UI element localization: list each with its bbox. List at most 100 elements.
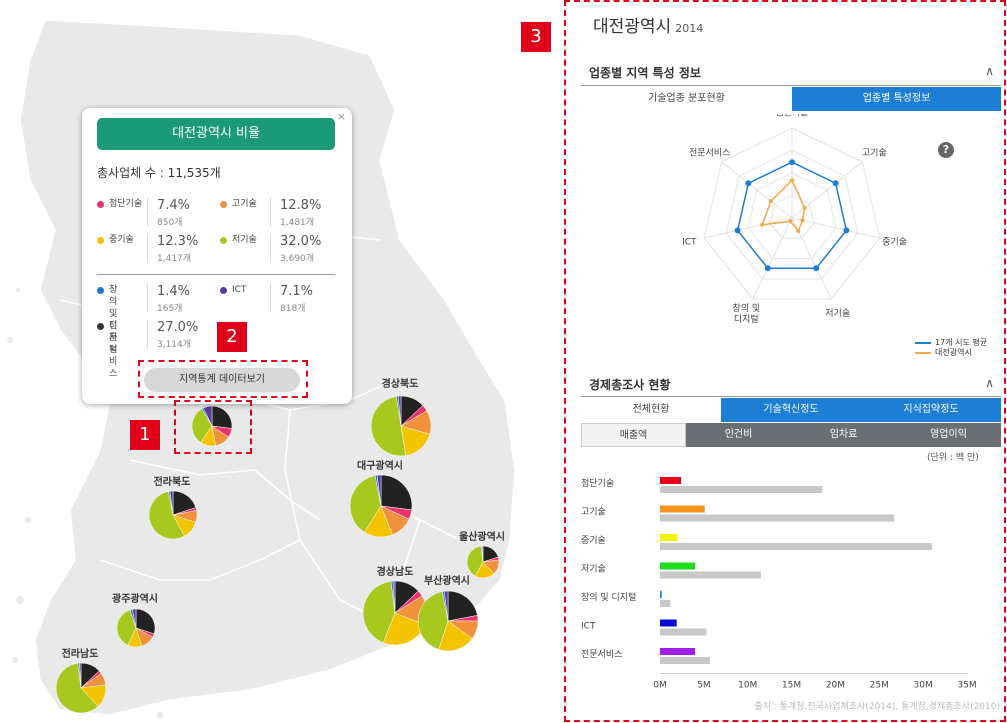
- annotation-badge-1: 1: [130, 420, 160, 450]
- radar-point[interactable]: [813, 265, 820, 272]
- radar-axis-label: 창의 및 디지털: [732, 302, 760, 325]
- advanced-tech-dot-icon: [97, 201, 104, 208]
- bar-city[interactable]: [660, 534, 678, 541]
- tab-industry-features[interactable]: 업종별 특성정보: [792, 87, 1001, 111]
- radar-point[interactable]: [745, 180, 752, 187]
- tab-overall[interactable]: 전체현황: [581, 398, 721, 422]
- pie-slice: [116, 609, 137, 646]
- radar-point[interactable]: [788, 219, 793, 224]
- region-pie-jeonbuk[interactable]: [148, 490, 198, 544]
- pie-slice: [392, 580, 396, 614]
- region-pie-daegu[interactable]: [349, 474, 413, 542]
- bar-city[interactable]: [660, 619, 677, 627]
- bar-category-label: ICT: [581, 622, 596, 632]
- bar-average[interactable]: [660, 571, 761, 579]
- bar-city[interactable]: [660, 648, 696, 655]
- stat-count: 3,114개: [157, 340, 192, 350]
- panel-year: 2014: [675, 22, 704, 35]
- radar-point[interactable]: [843, 227, 850, 234]
- panel-region-name: 대전광역시: [593, 17, 672, 37]
- stat-separator: [270, 284, 271, 312]
- tab-tech-distribution[interactable]: 기술업종 분포현황: [581, 87, 792, 111]
- bar-average[interactable]: [660, 657, 710, 664]
- region-label-gwangju: 광주광역시: [112, 594, 158, 605]
- bar-average[interactable]: [660, 628, 707, 636]
- pie-svg: [466, 545, 500, 579]
- radar-axis: [721, 161, 793, 219]
- stat-label: 전문 서비스: [109, 321, 118, 379]
- subtab-labor-cost[interactable]: 인건비: [686, 423, 791, 447]
- region-pie-gwangju[interactable]: [116, 608, 156, 652]
- legend-city: 대전광역시: [915, 347, 972, 358]
- bar-city[interactable]: [660, 477, 682, 484]
- region-pie-gyeongnam[interactable]: [362, 580, 428, 650]
- pie-slice: [79, 662, 82, 689]
- pie-svg: [191, 405, 233, 447]
- region-ratio-popup: × 대전광역시 비율 총사업체 수 : 11,535개 첨단기술 7.4% 85…: [82, 108, 352, 404]
- help-icon[interactable]: ?: [938, 142, 954, 158]
- region-pie-daejeon[interactable]: [191, 405, 233, 451]
- chevron-up-icon[interactable]: ∧: [985, 64, 994, 78]
- subtab-rent[interactable]: 임차료: [791, 423, 896, 447]
- radar-axis: [791, 161, 863, 219]
- popup-divider: [97, 274, 335, 275]
- close-icon[interactable]: ×: [336, 110, 346, 123]
- stat-separator: [270, 198, 271, 226]
- region-label-gyeongnam: 경상남도: [376, 567, 414, 578]
- bar-category-label: 첨단기술: [581, 478, 614, 489]
- region-pie-gyeongbuk[interactable]: [370, 395, 432, 461]
- radar-series-line: [736, 161, 848, 270]
- region-data-button[interactable]: 지역통계 데이터보기: [144, 368, 300, 392]
- stat-separator: [147, 234, 148, 262]
- stat-label: 중기술: [109, 235, 134, 245]
- bar-city[interactable]: [660, 505, 705, 513]
- region-pie-jeonnam[interactable]: [55, 662, 107, 718]
- tab-knowledge-intensity[interactable]: 지식집약정도: [861, 398, 1001, 422]
- radar-point[interactable]: [760, 222, 765, 227]
- radar-point[interactable]: [802, 205, 807, 210]
- region-pie-busan[interactable]: [417, 590, 479, 656]
- bar-category-label: 전문서비스: [581, 649, 622, 660]
- radar-point[interactable]: [790, 178, 794, 183]
- source-note: 출처 : 통계청,전국사업체조사(2014), 통계청,경제총조사(2010): [754, 702, 1000, 712]
- radar-axis: [704, 217, 793, 239]
- pie-slice: [349, 475, 382, 533]
- radar-point[interactable]: [734, 227, 741, 234]
- bar-x-tick-label: 35M: [957, 681, 976, 691]
- bar-city[interactable]: [660, 562, 696, 570]
- region-label-ulsan: 울산광역시: [459, 532, 505, 543]
- tab-tech-innovation[interactable]: 기술혁신정도: [721, 398, 861, 422]
- region-label-jeonbuk: 전라북도: [153, 477, 191, 488]
- region-pie-ulsan[interactable]: [466, 545, 500, 583]
- radar-point[interactable]: [789, 159, 795, 166]
- radar-point[interactable]: [768, 199, 773, 204]
- radar-point[interactable]: [796, 228, 801, 233]
- pie-svg: [362, 580, 428, 646]
- subtab-operating-profit[interactable]: 영업이익: [896, 423, 1001, 447]
- bar-average[interactable]: [660, 514, 895, 522]
- radar-axis: [752, 217, 793, 300]
- radar-grid: [703, 127, 881, 300]
- subtab-sales[interactable]: 매출액: [581, 423, 686, 447]
- radar-point[interactable]: [764, 265, 771, 272]
- bar-average[interactable]: [660, 600, 671, 607]
- mid-tech-dot-icon: [97, 237, 104, 244]
- radar-series-line: [761, 178, 806, 233]
- stat-count: 818개: [280, 304, 306, 314]
- radar-point[interactable]: [832, 180, 839, 187]
- ict-dot-icon: [220, 287, 227, 294]
- pie-slice: [135, 608, 156, 635]
- bar-city[interactable]: [660, 591, 662, 598]
- radar-point[interactable]: [800, 218, 805, 223]
- bar-x-tick-label: 20M: [826, 681, 845, 691]
- bar-average[interactable]: [660, 543, 932, 550]
- chevron-up-icon[interactable]: ∧: [985, 376, 994, 390]
- pie-slice: [191, 408, 213, 443]
- bar-category-label: 고기술: [581, 507, 606, 518]
- bar-average[interactable]: [660, 486, 823, 493]
- section-economy-title: 경제총조사 현황: [589, 378, 671, 392]
- stat-separator: [147, 284, 148, 312]
- radar-axis-label: ICT: [682, 237, 697, 247]
- annotation-badge-2: 2: [217, 322, 247, 352]
